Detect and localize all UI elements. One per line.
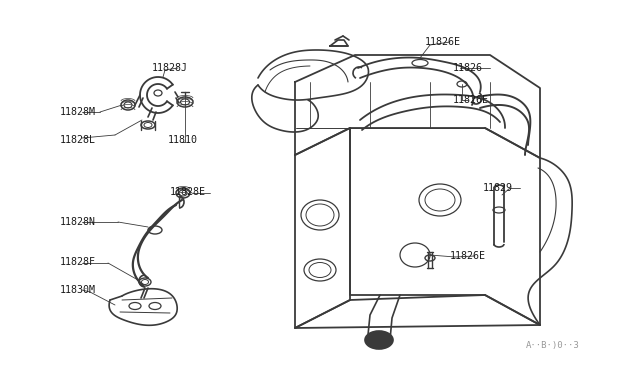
Text: 11810: 11810 [168,135,198,145]
Text: 11826E: 11826E [450,251,486,261]
Text: 11828F: 11828F [60,257,96,267]
Text: A··B·)0··3: A··B·)0··3 [526,341,580,350]
Text: 11828J: 11828J [152,63,188,73]
Text: 11828N: 11828N [60,217,96,227]
Text: 11828E: 11828E [170,187,206,197]
Text: 11829: 11829 [483,183,513,193]
Text: 11828L: 11828L [60,135,96,145]
Text: 11830M: 11830M [60,285,96,295]
Text: 11826E: 11826E [453,95,489,105]
Text: 11828M: 11828M [60,107,96,117]
Text: 11826: 11826 [453,63,483,73]
Ellipse shape [365,331,393,349]
Text: 11826E: 11826E [425,37,461,47]
